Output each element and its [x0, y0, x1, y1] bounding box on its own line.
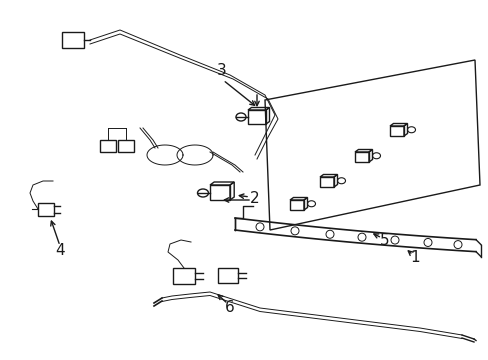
Text: 6: 6 — [224, 300, 234, 315]
Text: 1: 1 — [409, 251, 419, 266]
Text: 2: 2 — [250, 190, 259, 206]
Text: 4: 4 — [55, 243, 65, 257]
Text: 5: 5 — [379, 233, 389, 248]
Text: 3: 3 — [217, 63, 226, 77]
